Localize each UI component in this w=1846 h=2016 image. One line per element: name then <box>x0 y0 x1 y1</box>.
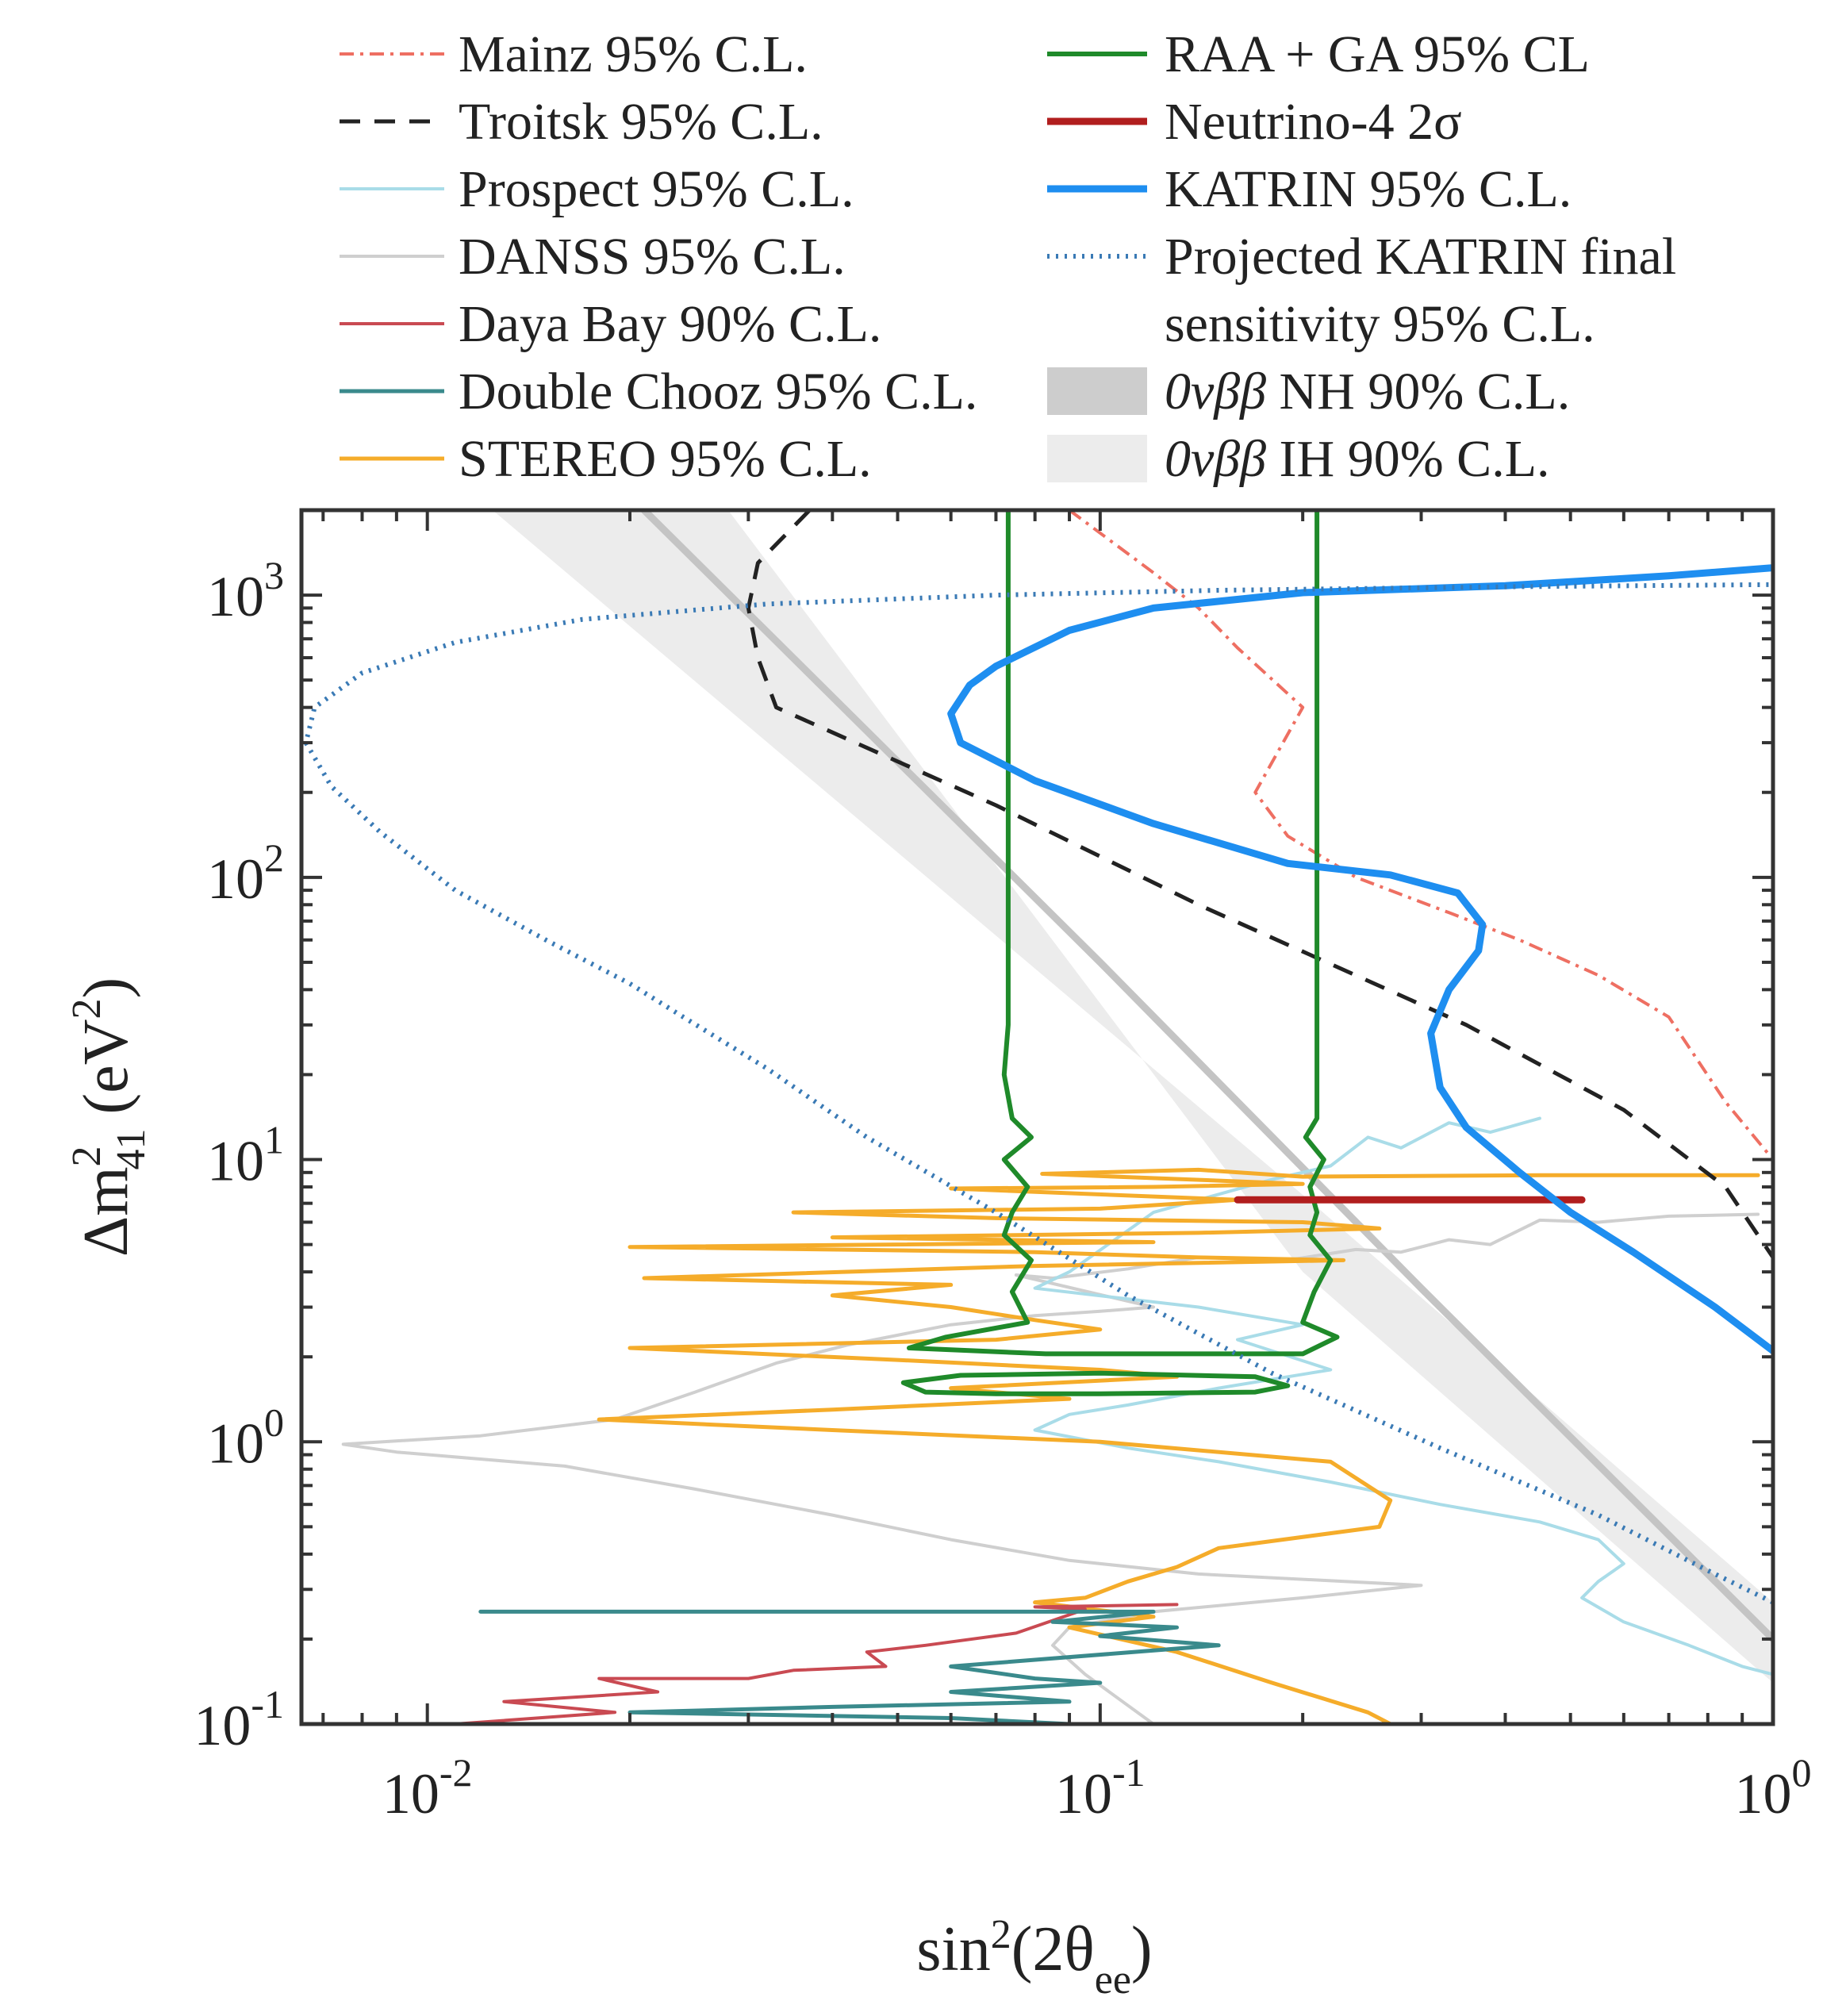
y-tick-label-exp: -1 <box>251 1682 284 1726</box>
y-axis-title-unit-close: ) <box>71 977 141 999</box>
y-axis-title-sub: 41 <box>109 1128 154 1169</box>
legend-label-mainz: Mainz 95% C.L. <box>459 25 808 83</box>
x-tick-label-exp: 0 <box>1792 1750 1812 1795</box>
plot-frame <box>299 508 1775 1726</box>
y-tick-label-base: 10 <box>207 1130 264 1193</box>
series-nh-line <box>640 510 1773 1643</box>
series-ih-band <box>492 510 1773 1683</box>
legend-label-projected-line2: sensitivity 95% C.L. <box>1165 295 1595 353</box>
x-axis-title-sub: ee <box>1095 1957 1131 2003</box>
y-tick-label-exp: 3 <box>264 553 284 597</box>
legend: Mainz 95% C.L. Troitsk 95% C.L. Prospect 9… <box>340 25 1676 488</box>
series-troitsk-line <box>746 510 1773 1259</box>
legend-label-doublechooz: Double Chooz 95% C.L. <box>459 363 977 420</box>
y-tick-label: 103 <box>207 553 284 628</box>
legend-label-n4: Neutrino-4 2σ <box>1165 93 1462 151</box>
legend-label-suffix: IH 90% C.L. <box>1266 430 1549 488</box>
series-projected-line <box>303 582 1773 1605</box>
x-axis-title-paren: (2θ <box>1011 1914 1095 1984</box>
series-stereo-line <box>597 1167 1760 1724</box>
legend-label-prefix: 0νββ <box>1165 363 1266 420</box>
x-tick-label: 100 <box>1735 1750 1812 1826</box>
series-layer <box>303 510 1773 1724</box>
y-tick-label: 101 <box>207 1118 284 1193</box>
x-axis-title: sin2(2θee) <box>916 1912 1152 2003</box>
y-tick-label-exp: 1 <box>264 1118 284 1162</box>
legend-swatch-nh <box>1047 367 1147 415</box>
x-axis-title-sup: 2 <box>991 1912 1011 1957</box>
y-tick-label: 102 <box>207 835 284 911</box>
y-tick-label: 100 <box>207 1400 284 1475</box>
y-axis-title: Δm241(eV2) <box>64 977 154 1257</box>
y-axis-title-unit: (eV <box>71 1020 141 1115</box>
legend-label-prospect: Prospect 95% C.L. <box>459 160 854 218</box>
legend-label-katrin: KATRIN 95% C.L. <box>1165 160 1572 218</box>
legend-label-suffix: NH 90% C.L. <box>1266 363 1570 420</box>
legend-label-nh: 0νββ NH 90% C.L. <box>1165 363 1570 420</box>
series-raa-loop <box>900 1370 1291 1396</box>
x-axis-title-main: sin <box>916 1914 990 1984</box>
series-danss-line <box>341 1212 1760 1724</box>
x-tick-label-base: 10 <box>382 1762 439 1826</box>
x-tick-label: 10-2 <box>382 1750 473 1826</box>
series-mainz-line <box>1068 510 1773 1161</box>
legend-label-danss: DANSS 95% C.L. <box>459 228 846 286</box>
legend-label-troitsk: Troitsk 95% C.L. <box>459 93 823 151</box>
x-tick-label-base: 10 <box>1735 1762 1792 1826</box>
legend-label-projected: Projected KATRIN final <box>1165 228 1676 286</box>
legend-swatch-ih <box>1047 435 1147 482</box>
series-katrin-line <box>947 564 1773 1355</box>
x-axis-title-close: ) <box>1131 1914 1153 1984</box>
y-tick-label-base: 10 <box>207 1411 264 1475</box>
y-tick-label: 10-1 <box>194 1682 284 1757</box>
y-axis-title-main: Δm <box>71 1166 141 1257</box>
legend-label-ih: 0νββ IH 90% C.L. <box>1165 430 1550 488</box>
plot-background <box>301 510 1773 1724</box>
y-tick-label-base: 10 <box>194 1694 251 1757</box>
x-tick-label-base: 10 <box>1055 1762 1112 1826</box>
legend-label-prefix: 0νββ <box>1165 430 1266 488</box>
y-axis-title-unit-sup: 2 <box>64 999 109 1020</box>
legend-label-dayabay: Daya Bay 90% C.L. <box>459 295 881 353</box>
y-tick-label-exp: 2 <box>264 835 284 880</box>
legend-label-raa: RAA + GA 95% CL <box>1165 25 1590 83</box>
legend-label-stereo: STEREO 95% C.L. <box>459 430 872 488</box>
y-axis-title-sup: 2 <box>64 1146 109 1166</box>
x-tick-label: 10-1 <box>1055 1750 1146 1826</box>
x-tick-label-exp: -1 <box>1112 1750 1146 1795</box>
y-tick-label-base: 10 <box>207 847 264 911</box>
y-tick-label-exp: 0 <box>264 1400 284 1444</box>
y-tick-label-base: 10 <box>207 565 264 628</box>
series-doublechooz-line <box>478 1609 1221 1724</box>
x-tick-label-exp: -2 <box>439 1750 473 1795</box>
